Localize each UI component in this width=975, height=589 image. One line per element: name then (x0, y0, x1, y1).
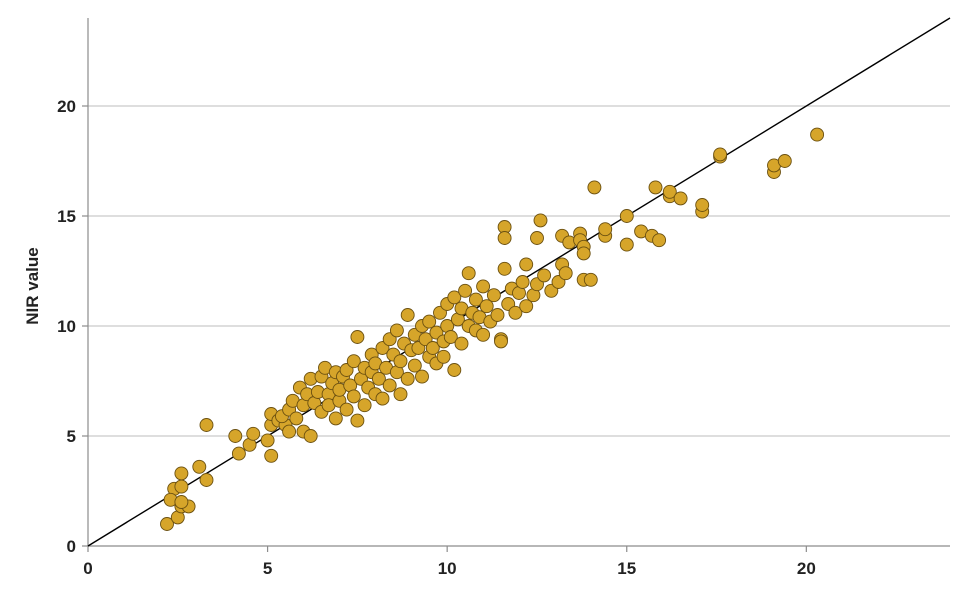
data-point-137 (576, 246, 591, 261)
data-point-8 (174, 466, 189, 481)
data-point-143 (619, 209, 634, 223)
data-point-106 (476, 327, 491, 342)
data-point-155 (713, 147, 728, 162)
x-tick-label-15: 15 (617, 559, 636, 578)
y-tick-label-20: 20 (57, 97, 76, 116)
data-point-80 (415, 369, 429, 384)
data-point-74 (400, 371, 415, 386)
data-point-13 (231, 446, 246, 461)
data-point-9 (192, 459, 207, 474)
data-point-140 (587, 180, 602, 195)
x-tick-label-0: 0 (83, 559, 92, 578)
data-point-100 (461, 266, 476, 281)
axes (82, 18, 950, 552)
data-point-68 (389, 323, 404, 338)
gridlines (88, 105, 950, 437)
data-point-97 (454, 336, 469, 351)
x-tick-label-5: 5 (263, 559, 272, 578)
data-point-94 (447, 363, 462, 377)
data-point-132 (558, 266, 573, 281)
data-point-6 (174, 495, 189, 509)
data-point-55 (357, 398, 372, 413)
y-tick-label-10: 10 (57, 317, 76, 336)
x-tick-label-20: 20 (797, 559, 816, 578)
data-point-7 (174, 479, 189, 494)
data-point-84 (425, 341, 440, 355)
x-tick-label-10: 10 (438, 559, 457, 578)
data-point-49 (346, 389, 361, 404)
data-point-150 (662, 184, 677, 199)
data-point-126 (533, 213, 548, 228)
data-point-127 (537, 268, 552, 283)
data-point-71 (393, 387, 408, 402)
data-point-61 (371, 371, 386, 386)
data-point-50 (346, 354, 361, 369)
data-point-32 (303, 429, 318, 443)
data-point-52 (350, 413, 365, 428)
data-point-10 (199, 473, 214, 487)
data-point-109 (486, 288, 501, 303)
data-point-46 (339, 402, 354, 417)
data-point-120 (515, 275, 530, 289)
data-point-107 (479, 299, 494, 314)
data-point-26 (289, 411, 304, 426)
data-point-122 (519, 257, 534, 272)
data-points (160, 127, 825, 531)
data-point-51 (350, 330, 365, 344)
data-point-92 (443, 330, 458, 344)
data-point-0 (160, 517, 174, 531)
data-point-114 (497, 231, 512, 245)
data-point-144 (619, 237, 634, 252)
data-point-66 (382, 378, 397, 393)
data-point-153 (695, 198, 710, 212)
data-point-147 (648, 180, 663, 195)
data-point-151 (673, 191, 688, 206)
data-point-124 (530, 231, 544, 245)
data-point-158 (777, 154, 792, 168)
data-point-11 (199, 418, 214, 432)
data-point-112 (494, 334, 508, 349)
tick-labels: 0 5 10 15 20 0 5 10 15 20 (57, 97, 816, 578)
data-point-16 (260, 433, 275, 448)
data-point-83 (422, 314, 437, 329)
data-point-23 (282, 424, 297, 439)
data-point-103 (468, 292, 483, 307)
data-point-70 (393, 354, 408, 369)
data-point-89 (436, 349, 451, 364)
data-point-121 (519, 299, 534, 314)
data-point-77 (407, 358, 422, 373)
data-point-17 (264, 448, 279, 463)
data-point-142 (598, 222, 613, 237)
data-point-105 (476, 279, 491, 294)
data-point-42 (328, 411, 343, 426)
data-point-115 (497, 261, 512, 276)
data-point-12 (228, 429, 243, 443)
y-tick-label-15: 15 (57, 207, 76, 226)
data-point-110 (490, 308, 505, 322)
data-point-159 (810, 127, 825, 142)
data-point-98 (458, 283, 473, 298)
y-tick-label-0: 0 (67, 537, 76, 556)
data-point-93 (447, 290, 462, 305)
data-point-63 (375, 391, 390, 406)
data-point-139 (583, 272, 598, 287)
y-tick-label-5: 5 (67, 427, 76, 446)
y-axis-title: NIR value (23, 247, 42, 324)
data-point-148 (652, 233, 667, 248)
data-point-15 (246, 426, 261, 441)
data-point-118 (508, 305, 523, 320)
data-point-73 (400, 308, 415, 322)
